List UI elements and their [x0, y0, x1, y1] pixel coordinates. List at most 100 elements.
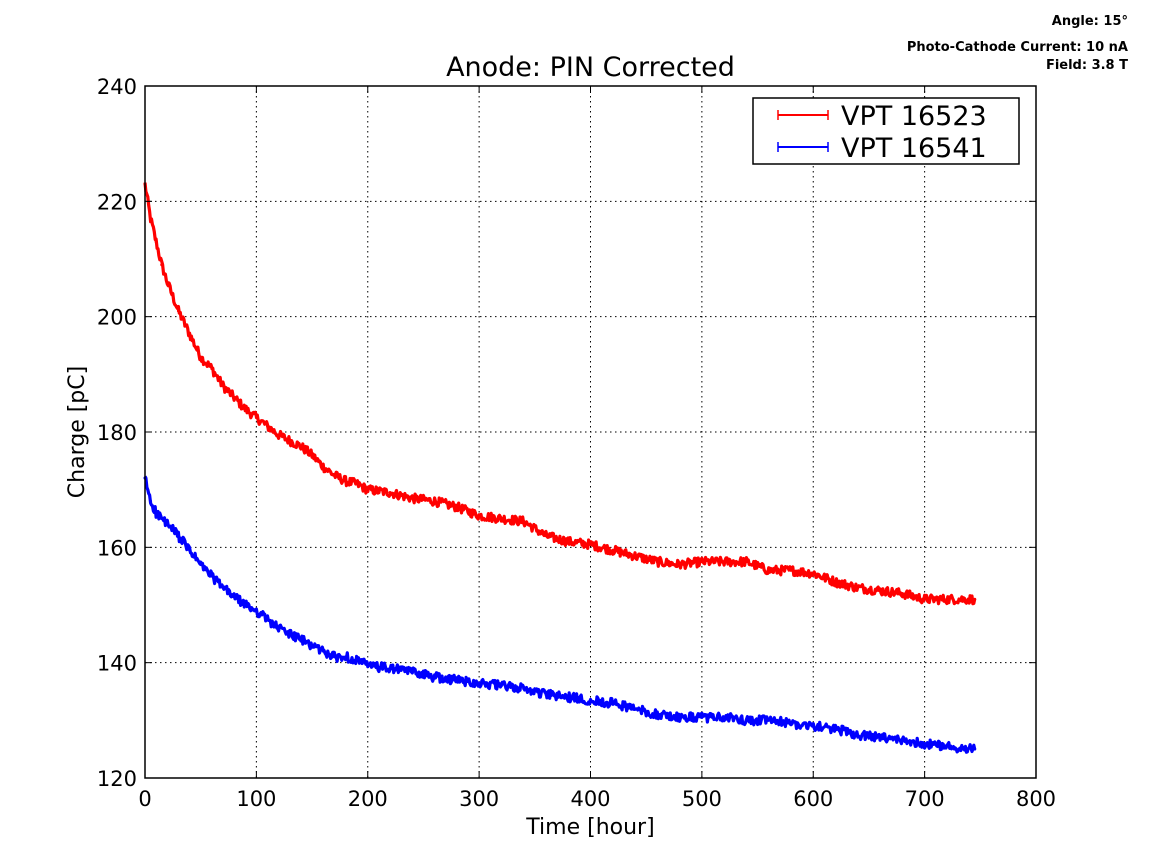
x-tick-label: 800: [1016, 787, 1056, 811]
legend-label: VPT 16541: [841, 133, 987, 164]
data-point: [188, 548, 192, 552]
series-lines: [143, 182, 977, 754]
axis-ticks: 0 100 200 300 400 500 600 700 800 120 140 160 180 200…: [97, 75, 1056, 811]
data-point: [744, 560, 748, 564]
data-point: [611, 548, 615, 552]
chart-title: Anode: PIN Corrected: [446, 52, 735, 83]
data-point: [310, 453, 314, 457]
data-point: [655, 560, 659, 564]
data-point: [767, 718, 771, 722]
series-line-2: [143, 475, 977, 754]
data-point: [149, 217, 153, 221]
data-point: [499, 517, 503, 520]
data-point: [611, 701, 615, 705]
data-point: [655, 713, 659, 717]
x-tick-label: 700: [905, 787, 945, 811]
data-point: [477, 514, 481, 518]
data-point: [243, 603, 247, 607]
data-point: [566, 695, 570, 699]
x-tick-label: 400: [570, 787, 610, 811]
data-point: [254, 609, 258, 613]
data-point: [499, 684, 503, 688]
data-point: [277, 626, 281, 630]
y-tick-label: 240: [97, 75, 137, 99]
data-point: [878, 736, 882, 740]
x-tick-label: 600: [793, 787, 833, 811]
data-point: [455, 505, 459, 509]
data-point: [433, 675, 437, 679]
data-point: [973, 597, 977, 601]
data-point: [299, 444, 303, 448]
data-point: [332, 655, 336, 659]
data-point: [722, 560, 726, 564]
data-point: [188, 332, 192, 336]
data-point: [310, 643, 314, 647]
data-point: [288, 439, 292, 443]
data-point: [266, 617, 270, 621]
annotation-field: Field: 3.8 T: [1045, 58, 1128, 73]
data-point: [789, 721, 793, 725]
data-point: [366, 664, 370, 668]
data-point: [789, 568, 793, 572]
data-point: [522, 687, 526, 691]
legend-box: [752, 97, 1020, 165]
data-point: [165, 522, 169, 526]
annotation-current: Photo-Cathode Current: 10 nA: [906, 40, 1128, 55]
x-axis-label: Time [hour]: [525, 815, 654, 840]
data-point: [700, 560, 704, 564]
x-tick-label: 0: [138, 787, 151, 811]
grid-lines: [145, 86, 1036, 778]
data-point: [343, 655, 347, 659]
y-tick-label: 140: [97, 652, 137, 676]
data-point: [176, 309, 180, 313]
data-point: [254, 416, 258, 420]
data-point: [149, 499, 153, 503]
data-point: [355, 482, 359, 486]
data-point: [945, 744, 949, 748]
data-point: [332, 473, 336, 477]
data-point: [477, 681, 481, 685]
data-point: [678, 563, 682, 567]
data-point: [154, 240, 158, 244]
data-point: [388, 666, 392, 670]
data-point: [744, 718, 748, 722]
data-point: [321, 649, 325, 653]
x-tick-label: 200: [348, 787, 388, 811]
data-point: [410, 669, 414, 673]
data-point: [856, 733, 860, 737]
data-point: [243, 407, 247, 411]
data-point: [633, 707, 637, 711]
data-point: [232, 395, 236, 399]
data-point: [160, 263, 164, 267]
data-point: [856, 586, 860, 590]
data-point: [522, 519, 526, 523]
x-tick-label: 300: [459, 787, 499, 811]
y-axis-label: Charge [pC]: [65, 366, 90, 498]
data-point: [210, 574, 214, 578]
x-tick-label: 500: [682, 787, 722, 811]
data-point: [834, 580, 838, 584]
data-point: [834, 727, 838, 731]
data-point: [900, 591, 904, 595]
y-tick-label: 200: [97, 306, 137, 330]
data-point: [566, 540, 570, 544]
y-tick-label: 180: [97, 421, 137, 445]
data-point: [288, 632, 292, 636]
data-point: [221, 586, 225, 590]
data-point: [277, 433, 281, 437]
data-point: [199, 355, 203, 359]
legend-label: VPT 16523: [841, 101, 987, 132]
data-point: [767, 568, 771, 572]
data-point: [343, 479, 347, 483]
data-point: [160, 517, 164, 520]
data-point: [366, 488, 370, 492]
data-point: [811, 571, 815, 575]
data-point: [678, 715, 682, 719]
data-point: [633, 554, 637, 558]
data-point: [589, 542, 592, 546]
data-point: [176, 534, 180, 538]
data-point: [811, 724, 815, 728]
data-point: [722, 715, 726, 719]
